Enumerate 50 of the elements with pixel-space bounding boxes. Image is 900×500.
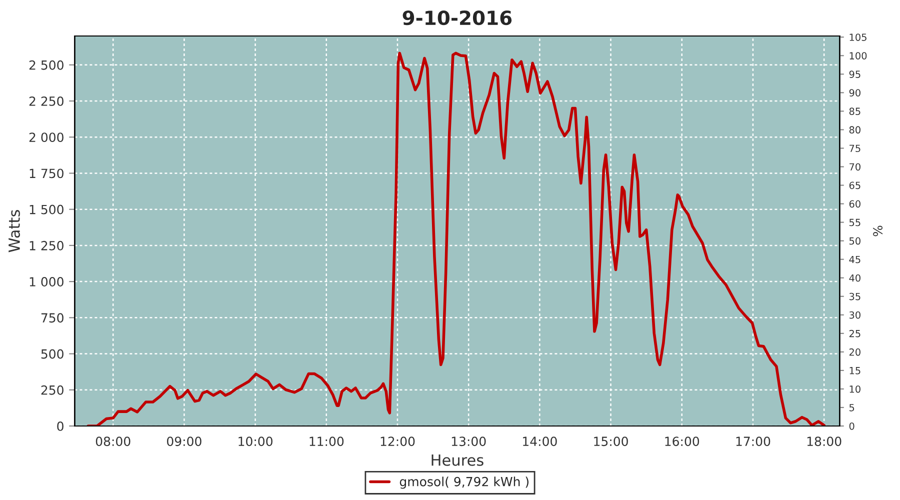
y-tick-label: 1 250 xyxy=(30,240,64,250)
y-tick-label: 1 750 xyxy=(30,168,64,178)
y2-tick-label: 40 xyxy=(849,274,860,282)
y-tick-label: 2 000 xyxy=(29,132,64,142)
x-tick-label: 17:00 xyxy=(736,436,770,446)
y-axis-title: Watts xyxy=(8,210,20,252)
y2-tick-label: 15 xyxy=(850,367,860,374)
x-tick-label: 11:00 xyxy=(310,436,344,446)
y2-tick-label: 30 xyxy=(849,311,860,319)
y-tick-label: 1 000 xyxy=(30,277,64,286)
y2-tick-label: 80 xyxy=(849,126,860,134)
chart-title: 9-10-2016 xyxy=(402,10,512,26)
y-tick-label: 750 xyxy=(41,313,64,323)
x-tick-label: 10:00 xyxy=(238,436,272,446)
x-tick-label: 08:00 xyxy=(96,436,130,446)
y2-tick-label: 65 xyxy=(849,182,860,190)
y-tick-label: 500 xyxy=(41,349,64,359)
x-tick-label: 18:00 xyxy=(807,436,842,446)
y-tick-label: 0 xyxy=(57,421,64,431)
x-tick-label: 09:00 xyxy=(167,436,202,446)
y2-tick-label: 55 xyxy=(849,218,860,226)
y2-tick-label: 50 xyxy=(849,237,860,245)
y2-axis-title: % xyxy=(873,226,883,236)
y2-tick-label: 5 xyxy=(849,404,854,412)
y2-tick-label: 95 xyxy=(849,70,860,78)
line-series xyxy=(86,52,826,426)
y2-tick-label: 105 xyxy=(850,34,866,41)
legend-label: gmosol( 9,792 kWh ) xyxy=(400,476,528,489)
y2-tick-label: 20 xyxy=(849,348,860,356)
y2-tick-label: 75 xyxy=(850,144,860,152)
y2-tick-label: 10 xyxy=(850,385,860,393)
y2-tick-label: 45 xyxy=(849,256,860,264)
y-tick-label: 250 xyxy=(41,385,64,395)
y2-tick-label: 100 xyxy=(850,52,867,60)
y2-tick-label: 70 xyxy=(850,163,860,171)
x-tick-label: 15:00 xyxy=(594,436,628,446)
x-tick-label: 14:00 xyxy=(523,436,557,446)
x-tick-label: 13:00 xyxy=(452,436,486,446)
y2-tick-label: 90 xyxy=(849,89,860,96)
x-axis-title: Heures xyxy=(432,454,484,466)
y2-tick-label: 35 xyxy=(849,292,860,300)
x-tick-label: 16:00 xyxy=(665,436,700,446)
y2-tick-label: 25 xyxy=(849,330,860,338)
y2-tick-label: 85 xyxy=(849,108,860,116)
y-tick-label: 2 250 xyxy=(29,96,64,106)
y-tick-label: 1 500 xyxy=(30,204,64,214)
y2-tick-label: 60 xyxy=(849,200,860,208)
x-tick-label: 12:00 xyxy=(380,436,415,446)
y-tick-label: 2 500 xyxy=(29,60,64,70)
y2-tick-label: 0 xyxy=(849,422,854,430)
